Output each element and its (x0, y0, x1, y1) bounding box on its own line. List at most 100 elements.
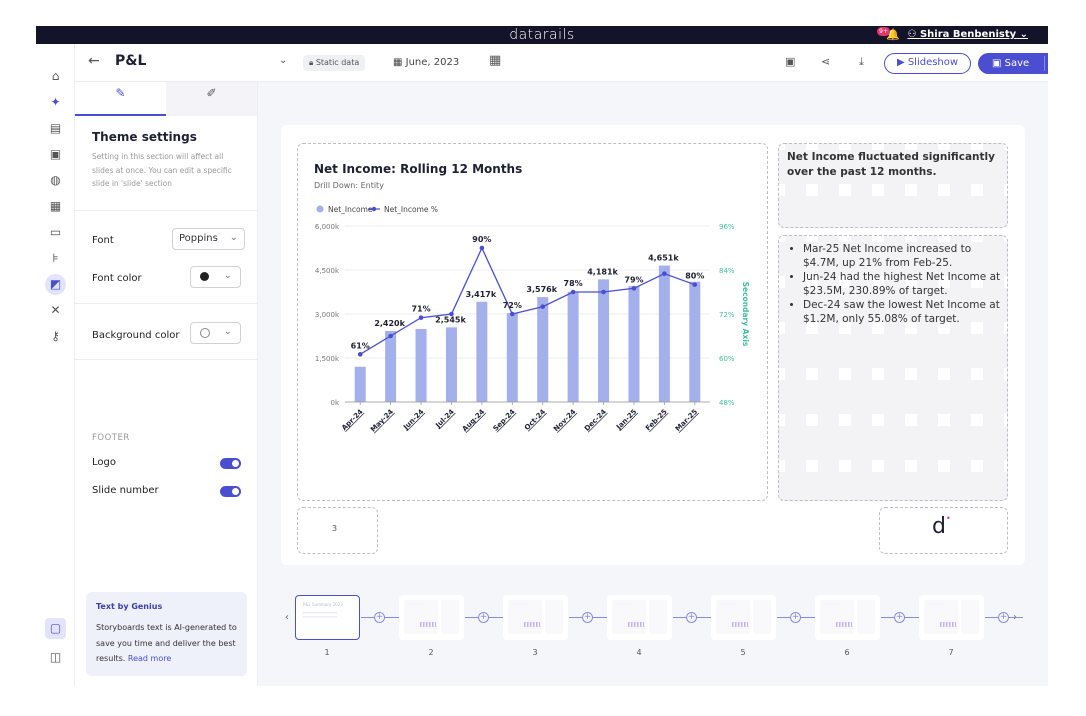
key-icon[interactable]: ⚷ (51, 329, 60, 343)
slide-thumbnail[interactable]: P&L Summary 2023 (295, 595, 360, 640)
tab-slide[interactable]: ✐ (166, 82, 257, 116)
logo-box[interactable]: d• (879, 507, 1008, 554)
sparkle-icon[interactable]: ✦ (50, 95, 61, 109)
y-tick-label: 0k (330, 399, 339, 407)
footer-heading: FOOTER (92, 433, 130, 443)
x-tick-label: Feb-25 (644, 408, 669, 433)
slide-thumbnail[interactable] (711, 595, 776, 640)
font-label: Font (92, 235, 114, 246)
x-tick-label: May-24 (369, 408, 395, 434)
save-icon: ▣ (992, 58, 1005, 69)
chart-title: Net Income: Rolling 12 Months (314, 162, 523, 176)
chevron-down-icon: ⌄ (223, 326, 232, 337)
tools-icon[interactable]: ✕ (50, 303, 61, 317)
chat-icon[interactable]: ▢ (45, 618, 66, 639)
chart-line-point (479, 245, 485, 251)
x-tick-label: Apr-24 (340, 408, 365, 433)
folder-money-icon[interactable]: ▣ (49, 147, 62, 161)
y2-axis-label: Secondary Axis (741, 282, 750, 347)
thumbnail-number: 6 (844, 648, 850, 657)
brush-icon: ✎ (115, 86, 126, 100)
thumbnail-chart-preview (924, 600, 958, 634)
schedule-icon[interactable]: ▣ (785, 55, 796, 68)
thumbnail-chart-preview (820, 600, 854, 634)
y-tick-label: 3,000k (315, 311, 340, 319)
add-slide-plus-icon[interactable]: + (374, 612, 385, 623)
add-slide-plus-icon[interactable]: + (894, 612, 905, 623)
money-bag-icon[interactable]: ◍ (50, 173, 61, 187)
y-tick-label: 6,000k (315, 223, 340, 231)
page-number-box[interactable]: 3 (297, 507, 378, 554)
y2-tick-label: 72% (719, 311, 735, 319)
hierarchy-icon[interactable]: ⊧ (52, 251, 59, 265)
calendar-small-icon: ▦ (393, 57, 406, 68)
folder-icon[interactable]: ▭ (49, 225, 62, 239)
thumbnail-number: 4 (636, 648, 642, 657)
lock-icon: 🔒︎ (309, 58, 316, 67)
font-color-label: Font color (92, 273, 142, 284)
divider (75, 359, 258, 360)
calendar-icon[interactable]: ▦ (49, 199, 62, 213)
page-number: 3 (332, 524, 338, 533)
slide-thumbnail[interactable] (399, 595, 464, 640)
slideshow-button[interactable]: ▶ Slideshow (884, 53, 971, 74)
user-menu[interactable]: ⚇ Shira Benbenisty ⌄ (907, 29, 1029, 40)
summary-box[interactable]: Net Income fluctuated significantly over… (778, 143, 1008, 228)
chart-line-point (418, 315, 424, 320)
grid-view-icon[interactable]: ▦ (489, 53, 502, 68)
add-slide-plus-icon[interactable]: + (686, 612, 697, 623)
insights-list: Mar-25 Net Income increased to $4.7M, up… (791, 242, 1001, 326)
thumbnail-number: 3 (532, 648, 538, 657)
date-picker[interactable]: ▦ June, 2023 (393, 57, 460, 68)
thumbnail-bars (940, 622, 956, 627)
static-data-badge[interactable]: 🔒︎ Static data (303, 55, 366, 71)
add-slide-plus-icon[interactable]: + (998, 612, 1009, 623)
insights-box[interactable]: Mar-25 Net Income increased to $4.7M, up… (778, 235, 1008, 501)
chart-widget[interactable]: Net Income: Rolling 12 Months Drill Down… (297, 143, 768, 501)
line-data-label: 90% (472, 235, 491, 244)
legend-marker-net-income (316, 205, 324, 213)
background-color-picker[interactable]: ⌄ (190, 322, 241, 344)
chevron-left-icon[interactable]: ‹ (285, 612, 289, 623)
thumbnail-number: 2 (428, 648, 434, 657)
y2-tick-label: 60% (719, 355, 735, 363)
back-arrow-icon[interactable]: ← (88, 53, 100, 69)
bar-data-label: 3,417k (466, 290, 497, 299)
toolbar: ← P&L ⌄ 🔒︎ Static data ▦ June, 2023 ▦ ▣ … (75, 44, 1048, 82)
home-icon[interactable]: ⌂ (51, 69, 60, 83)
add-slide-plus-icon[interactable]: + (790, 612, 801, 623)
logo-toggle[interactable] (220, 458, 241, 469)
slide-thumbnail[interactable] (503, 595, 568, 640)
book-icon[interactable]: ◫ (49, 650, 62, 664)
chevron-down-icon[interactable]: ⌄ (279, 55, 288, 66)
thumbnail-chart-preview (508, 600, 542, 634)
download-icon[interactable]: ⤓ (859, 55, 864, 68)
thumbnail-bars (524, 622, 540, 627)
add-slide-plus-icon[interactable]: + (582, 612, 593, 623)
x-tick-label: Jan-25 (614, 408, 638, 432)
font-color-picker[interactable]: ⌄ (190, 266, 241, 288)
user-icon: ⚇ (907, 29, 920, 40)
line-data-label: 80% (685, 272, 704, 281)
app-root: datarails 🔔 9+ ⚇ Shira Benbenisty ⌄ ⌂ ✦ … (36, 26, 1048, 686)
thumbnail-chart-preview (716, 600, 750, 634)
slide-thumbnail[interactable] (919, 595, 984, 640)
x-tick-label: Oct-24 (523, 408, 547, 432)
chart-bar (354, 366, 366, 402)
add-slide-plus-icon[interactable]: + (478, 612, 489, 623)
color-swatch (200, 328, 210, 338)
slide-thumbnail[interactable] (815, 595, 880, 640)
tab-theme[interactable]: ✎ (75, 82, 166, 116)
color-swatch (200, 272, 209, 281)
thumbnail-text-preview (441, 600, 459, 634)
font-select[interactable]: Poppins ⌄ (172, 228, 245, 250)
theme-settings-description: Setting in this section will affect all … (92, 152, 232, 188)
slide-number-toggle[interactable] (220, 486, 241, 497)
save-button[interactable]: ▣ Save ⌄ (978, 53, 1048, 74)
share-icon[interactable]: ⋖ (821, 55, 831, 68)
clipboard-icon[interactable]: ▤ (49, 121, 62, 135)
read-more-link[interactable]: Read more (127, 654, 172, 663)
slide-thumbnail[interactable] (607, 595, 672, 640)
storyboard-icon[interactable]: ◩ (45, 274, 66, 295)
chart-bar (415, 328, 427, 402)
